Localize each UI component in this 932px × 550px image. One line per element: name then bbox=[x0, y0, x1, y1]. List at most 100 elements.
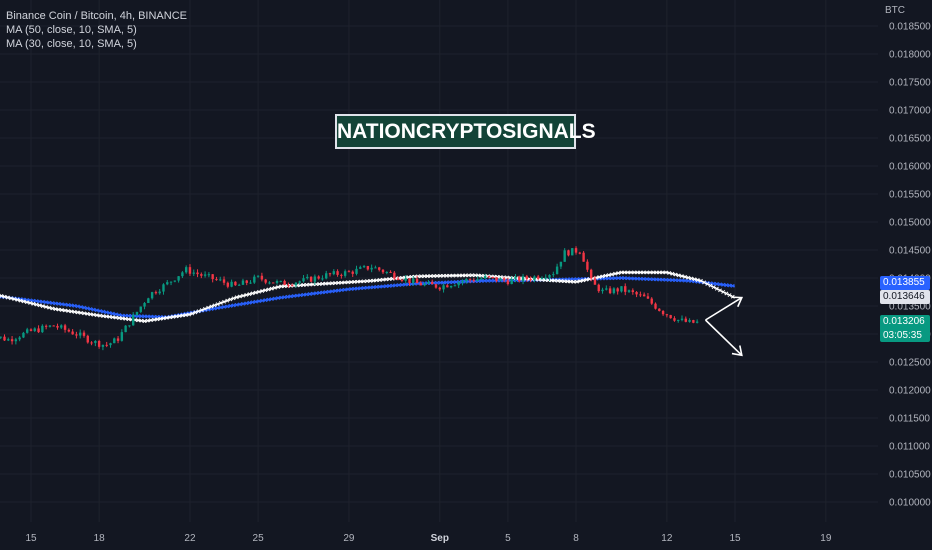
candle-body bbox=[321, 278, 324, 280]
ma-marker bbox=[368, 278, 373, 283]
ma-marker bbox=[75, 310, 80, 315]
candle-body bbox=[695, 321, 699, 323]
candle-body bbox=[574, 248, 578, 253]
ma-marker bbox=[85, 306, 90, 311]
candle-body bbox=[453, 285, 457, 287]
candle bbox=[605, 285, 608, 291]
ma-marker bbox=[225, 298, 230, 303]
ma-marker bbox=[31, 301, 36, 306]
ma-marker bbox=[59, 308, 64, 312]
candle bbox=[124, 325, 127, 333]
ma-marker bbox=[377, 284, 382, 289]
ma-marker bbox=[597, 275, 602, 280]
ma-marker bbox=[314, 291, 319, 296]
ma-marker bbox=[603, 273, 608, 278]
symbol-title[interactable]: Binance Coin / Bitcoin, 4h, BINANCE bbox=[6, 10, 187, 22]
candle-body bbox=[412, 278, 415, 284]
time-axis[interactable]: 15 18 22 25 29 Sep 5 8 12 15 19 bbox=[25, 533, 831, 544]
ma-marker bbox=[489, 278, 494, 283]
x-tick-label: 15 bbox=[729, 533, 741, 544]
candle bbox=[446, 284, 449, 288]
ma-marker bbox=[250, 291, 255, 296]
candle-body bbox=[578, 252, 582, 254]
price-axis[interactable]: 0.018500 0.018000 0.017500 0.017000 0.016500… bbox=[889, 22, 931, 509]
candle-body bbox=[635, 292, 638, 295]
candle bbox=[695, 319, 699, 324]
candle-body bbox=[128, 325, 131, 327]
candle-body bbox=[279, 280, 283, 282]
ma-marker bbox=[101, 314, 106, 318]
candle-body bbox=[597, 284, 600, 292]
ma-marker bbox=[66, 303, 71, 307]
candle-body bbox=[491, 276, 494, 278]
candle-body bbox=[260, 275, 264, 280]
ma-markers-1 bbox=[0, 276, 735, 320]
candle bbox=[37, 325, 40, 333]
candle-body bbox=[18, 337, 21, 340]
ma-marker bbox=[225, 304, 230, 309]
ma-marker bbox=[266, 297, 271, 302]
ma-marker bbox=[374, 284, 379, 289]
arrow-down-annotation[interactable] bbox=[704, 319, 743, 357]
x-tick-label: 5 bbox=[505, 533, 511, 544]
candle-body bbox=[465, 279, 468, 282]
candle-body bbox=[71, 331, 74, 335]
ma-marker bbox=[482, 278, 487, 283]
ma-marker bbox=[148, 314, 153, 319]
ma-marker bbox=[82, 305, 87, 310]
ma-marker bbox=[390, 283, 395, 288]
ma-marker bbox=[24, 300, 29, 305]
candle bbox=[226, 281, 230, 289]
ma-markers-2 bbox=[0, 270, 735, 324]
ma-marker bbox=[460, 273, 465, 278]
x-tick-label: 15 bbox=[25, 533, 37, 544]
candle-body bbox=[109, 343, 112, 346]
ma-marker bbox=[616, 276, 621, 281]
candle-body bbox=[552, 274, 555, 276]
candle bbox=[67, 328, 71, 333]
ma-marker bbox=[609, 272, 614, 277]
ma-marker bbox=[632, 276, 637, 281]
ma-marker bbox=[152, 314, 157, 319]
candle-body bbox=[139, 306, 142, 312]
candle-body bbox=[351, 271, 354, 274]
candle bbox=[529, 276, 532, 283]
ma-marker bbox=[635, 270, 640, 275]
candle-body bbox=[533, 276, 536, 281]
candle-body bbox=[593, 278, 597, 285]
ma-marker bbox=[276, 285, 281, 290]
candle-body bbox=[86, 335, 89, 343]
candle-body bbox=[510, 278, 513, 285]
ma-50-legend[interactable]: MA (50, close, 10, SMA, 5) bbox=[6, 24, 137, 36]
ma-marker bbox=[215, 306, 220, 310]
ma-marker bbox=[228, 297, 233, 302]
candle bbox=[325, 270, 328, 280]
ma-marker bbox=[126, 317, 131, 322]
ma-marker bbox=[34, 299, 39, 304]
candle bbox=[340, 273, 343, 279]
ma-marker bbox=[307, 292, 312, 296]
candle bbox=[487, 275, 491, 279]
candle bbox=[162, 283, 165, 295]
ma-marker bbox=[107, 314, 112, 319]
ma-marker bbox=[123, 313, 128, 318]
candle bbox=[578, 251, 582, 255]
candle bbox=[661, 310, 665, 316]
candle-body bbox=[215, 279, 218, 281]
ma-marker bbox=[571, 279, 576, 284]
ma-marker bbox=[139, 318, 144, 323]
arrow-up-annotation[interactable] bbox=[705, 296, 744, 321]
candle bbox=[631, 288, 635, 295]
ma-marker bbox=[574, 279, 579, 284]
candle bbox=[559, 261, 563, 270]
candle bbox=[14, 337, 18, 345]
ma-marker bbox=[231, 303, 236, 308]
ma-marker bbox=[485, 278, 490, 283]
candle-body bbox=[245, 280, 248, 283]
ma-marker bbox=[444, 280, 449, 285]
candle-body bbox=[605, 288, 608, 290]
ma-marker bbox=[142, 314, 147, 319]
ma-marker bbox=[260, 298, 265, 303]
ma-30-legend[interactable]: MA (30, close, 10, SMA, 5) bbox=[6, 38, 137, 50]
